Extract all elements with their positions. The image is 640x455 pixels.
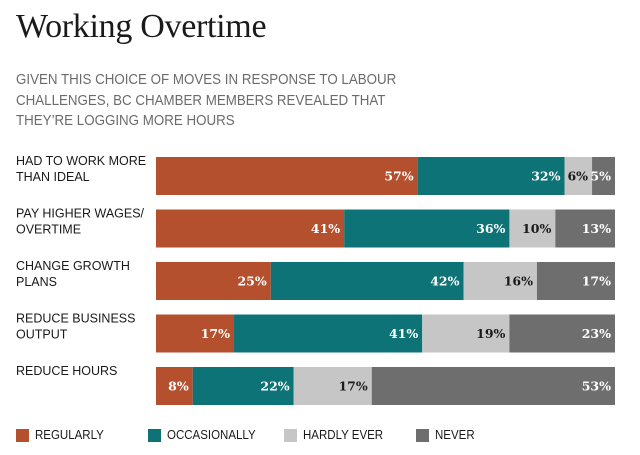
- value-label-regularly: 17%: [201, 326, 230, 341]
- bar-segment-never: [536, 262, 615, 300]
- value-label-regularly: 25%: [237, 274, 266, 289]
- value-label-hardly-ever: 19%: [476, 326, 505, 341]
- bar-segment-never: [371, 367, 615, 405]
- bar-segment-regularly: [156, 209, 345, 248]
- category-label: REDUCE BUSINESS OUTPUT: [16, 312, 135, 342]
- category-label: CHANGE GROWTH PLANS: [16, 259, 130, 289]
- legend-swatch: [284, 428, 297, 442]
- bar-segment-hardly-ever: [293, 367, 372, 405]
- value-label-never: 5%: [590, 169, 611, 184]
- value-label-never: 13%: [582, 221, 611, 236]
- value-label-regularly: 8%: [168, 379, 189, 394]
- legend-item-hardly-ever: HARDLY EVER: [284, 426, 390, 444]
- category-label: HAD TO WORK MORE THAN IDEAL: [16, 154, 146, 184]
- value-label-occasionally: 41%: [389, 326, 418, 341]
- value-label-never: 53%: [582, 379, 611, 394]
- chart-subtitle: GIVEN THIS CHOICE OF MOVES IN RESPONSE T…: [16, 72, 397, 129]
- value-label-occasionally: 32%: [531, 169, 560, 184]
- bar-segment-never: [592, 157, 615, 195]
- value-label-hardly-ever: 17%: [338, 379, 367, 394]
- value-label-never: 23%: [582, 326, 611, 341]
- legend-swatch: [148, 428, 161, 442]
- bar-row: CHANGE GROWTH PLANS 25% 42% 16% 17%: [16, 259, 615, 300]
- bar-segment-regularly: [156, 157, 418, 195]
- bar-segment-occasionally: [344, 209, 510, 248]
- chart-legend: REGULARLY OCCASIONALLY HARDLY EVER NEVER: [16, 426, 636, 444]
- value-label-occasionally: 36%: [476, 221, 505, 236]
- value-label-occasionally: 22%: [260, 379, 289, 394]
- legend-label: HARDLY EVER: [303, 428, 384, 442]
- legend-swatch: [416, 428, 429, 442]
- value-label-hardly-ever: 16%: [504, 274, 533, 289]
- bar-segment-occasionally: [417, 157, 565, 195]
- bar-segment-never: [555, 209, 615, 248]
- legend-item-never: NEVER: [416, 426, 478, 444]
- legend-item-occasionally: OCCASIONALLY: [148, 426, 263, 444]
- bar-segment-occasionally: [192, 367, 294, 405]
- bar-row: REDUCE BUSINESS OUTPUT 17% 41% 19% 23%: [16, 312, 615, 353]
- bar-segment-regularly: [156, 367, 193, 405]
- value-label-hardly-ever: 10%: [522, 221, 551, 236]
- bar-segment-hardly-ever: [509, 209, 556, 248]
- chart-title: Working Overtime: [16, 8, 267, 45]
- bar-segment-occasionally: [270, 262, 464, 300]
- legend-label: NEVER: [435, 428, 475, 442]
- bar-segment-occasionally: [234, 314, 423, 353]
- value-label-occasionally: 42%: [430, 274, 459, 289]
- legend-swatch: [16, 428, 29, 442]
- legend-item-regularly: REGULARLY: [16, 426, 110, 444]
- value-label-regularly: 41%: [311, 221, 340, 236]
- bar-segment-never: [509, 314, 615, 353]
- category-label: REDUCE HOURS: [16, 364, 117, 378]
- bar-segment-hardly-ever: [422, 314, 510, 353]
- bar-row: HAD TO WORK MORE THAN IDEAL 57% 32% 6% 5%: [16, 154, 615, 195]
- bar-row: REDUCE HOURS 8% 22% 17% 53%: [16, 364, 615, 405]
- value-label-never: 17%: [582, 274, 611, 289]
- bar-segment-hardly-ever: [463, 262, 537, 300]
- value-label-hardly-ever: 6%: [567, 169, 588, 184]
- bar-segment-regularly: [156, 314, 235, 353]
- legend-label: OCCASIONALLY: [167, 428, 256, 442]
- bar-row: PAY HIGHER WAGES/OVERTIME 41% 36% 10% 13%: [16, 207, 615, 248]
- value-label-regularly: 57%: [384, 169, 413, 184]
- legend-label: REGULARLY: [35, 428, 104, 442]
- bar-segment-regularly: [156, 262, 271, 300]
- bar-segment-hardly-ever: [564, 157, 593, 195]
- category-label: PAY HIGHER WAGES/OVERTIME: [16, 207, 145, 237]
